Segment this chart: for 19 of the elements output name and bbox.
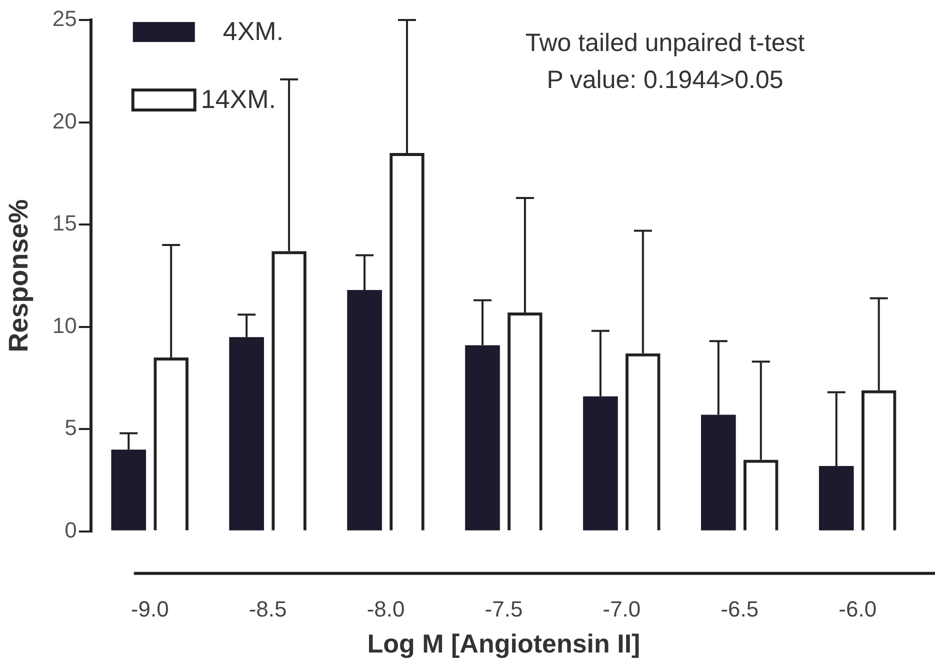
legend-label: 14XM. <box>200 84 276 114</box>
y-tick-label: 10 <box>52 312 77 338</box>
x-tick-label: -7.5 <box>484 596 523 622</box>
x-tick-label: -7.0 <box>602 596 641 622</box>
annotation: P value: 0.1944>0.05 <box>546 66 784 94</box>
y-tick-label: 25 <box>52 6 77 32</box>
legend-label: 4XM. <box>222 16 284 46</box>
x-tick-label: -9.0 <box>130 596 169 622</box>
x-tick-label: -6.5 <box>720 596 759 622</box>
y-tick-label: 0 <box>64 517 77 542</box>
y-tick-label: 5 <box>64 415 77 440</box>
y-tick-label: 20 <box>52 108 77 134</box>
y-axis-title: Response% <box>4 199 34 352</box>
x-tick-label: -6.0 <box>838 596 877 622</box>
annotation: Two tailed unpaired t-test <box>525 28 805 57</box>
x-tick-label: -8.5 <box>248 596 287 622</box>
y-tick-label: 15 <box>52 210 77 236</box>
x-tick-label: -8.0 <box>366 596 405 622</box>
x-axis-title: Log M [Angiotensin II] <box>367 628 640 659</box>
